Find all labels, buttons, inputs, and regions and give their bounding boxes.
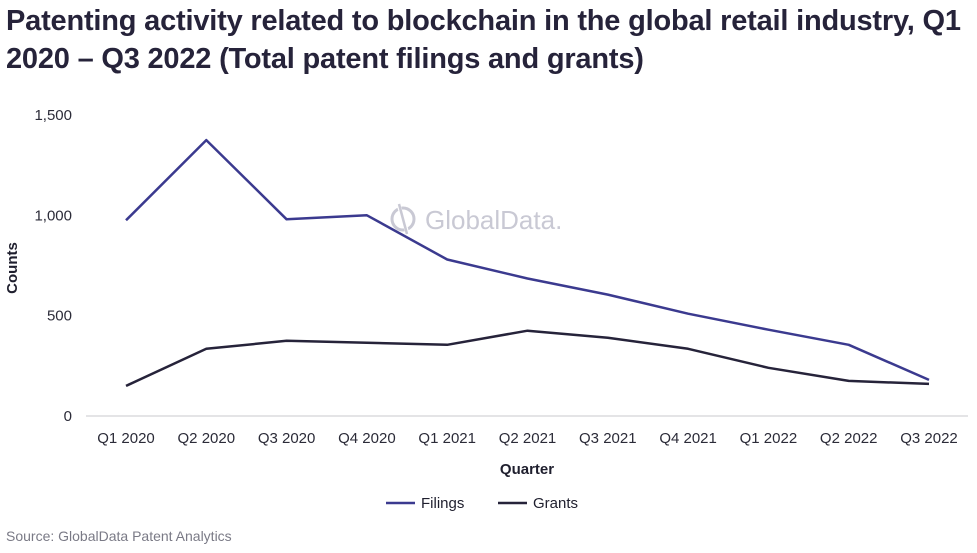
x-tick-label: Q1 2022 — [740, 430, 798, 447]
x-axis-ticks: Q1 2020 Q2 2020 Q3 2020 Q4 2020 Q1 2021 Q2 20… — [97, 430, 958, 447]
source-note: Source: GlobalData Patent Analytics — [6, 528, 232, 544]
x-tick-label: Q2 2021 — [499, 430, 557, 447]
legend: Filings Grants — [386, 495, 578, 512]
y-tick-label: 500 — [47, 308, 72, 325]
legend-item-filings: Filings — [386, 495, 464, 512]
series-line-grants — [125, 329, 930, 388]
y-tick-label: 0 — [64, 408, 72, 425]
x-tick-label: Q1 2020 — [97, 430, 155, 447]
globaldata-logo-icon — [390, 202, 416, 236]
series-line-filings — [125, 138, 930, 382]
y-tick-label: 1,500 — [34, 107, 72, 124]
series-lines — [125, 138, 930, 388]
x-tick-label: Q2 2020 — [178, 430, 236, 447]
watermark-text: GlobalData. — [425, 205, 562, 235]
legend-label-grants: Grants — [533, 495, 578, 512]
legend-label-filings: Filings — [421, 495, 464, 512]
x-axis-title: Quarter — [500, 461, 554, 478]
legend-item-grants: Grants — [498, 495, 578, 512]
x-tick-label: Q3 2020 — [258, 430, 316, 447]
y-axis-ticks: 0 500 1,000 1,500 — [34, 107, 72, 425]
x-tick-label: Q3 2022 — [900, 430, 958, 447]
x-tick-label: Q2 2022 — [820, 430, 878, 447]
chart-title: Patenting activity related to blockchain… — [6, 5, 961, 75]
x-tick-label: Q3 2021 — [579, 430, 637, 447]
x-tick-label: Q4 2020 — [338, 430, 396, 447]
y-tick-label: 1,000 — [34, 207, 72, 224]
y-axis-title: Counts — [4, 242, 21, 294]
watermark: GlobalData. — [390, 202, 562, 236]
x-tick-label: Q1 2021 — [418, 430, 476, 447]
x-tick-label: Q4 2021 — [659, 430, 717, 447]
